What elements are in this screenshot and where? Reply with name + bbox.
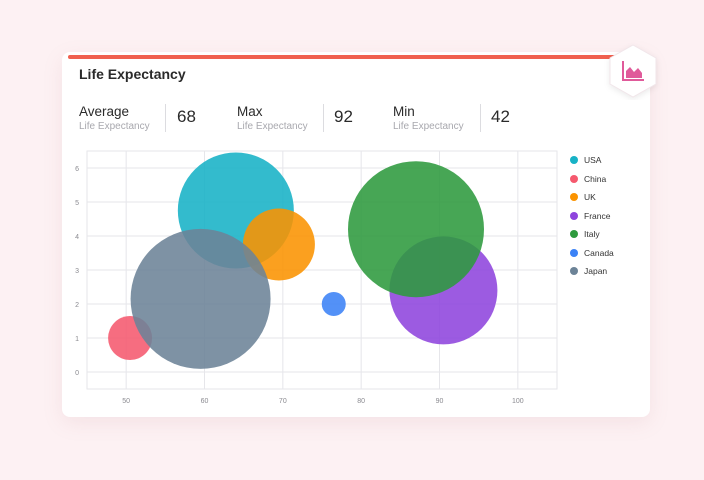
card-title: Life Expectancy	[79, 66, 186, 82]
y-tick-label: 0	[75, 370, 79, 377]
legend-item-italy[interactable]: Italy	[570, 225, 614, 244]
legend-label: Canada	[584, 247, 614, 258]
legend-item-france[interactable]: France	[570, 207, 614, 226]
accent-bar	[68, 55, 638, 59]
legend-label: China	[584, 173, 607, 184]
bubble-italy	[348, 161, 484, 298]
stat-value: 92	[334, 107, 353, 126]
legend-label: UK	[584, 192, 596, 203]
legend-item-canada[interactable]: Canada	[570, 244, 614, 263]
x-tick-label: 80	[357, 398, 365, 405]
stat-sublabel: Life Expectancy	[393, 121, 464, 132]
stat-label: Max	[237, 104, 263, 119]
area-chart-icon	[622, 61, 644, 81]
stat-label: Average	[79, 104, 130, 119]
x-axis-ticks: 50 60 70 80 90 100	[122, 398, 524, 405]
stat-min: Min Life Expectancy 42	[393, 104, 510, 134]
legend-label: USA	[584, 155, 602, 166]
y-tick-label: 4	[75, 234, 79, 241]
legend-swatch	[570, 211, 578, 220]
stat-sublabel: Life Expectancy	[79, 121, 150, 132]
legend-swatch	[570, 156, 578, 165]
chart-legend: USA China UK France Italy Canada Japan	[570, 151, 614, 281]
legend-item-uk[interactable]: UK	[570, 188, 614, 207]
bubble-japan	[130, 228, 271, 369]
bubble-chart: 50 60 70 80 90 100 0 1 2 3 4 5 6	[75, 150, 558, 405]
y-tick-label: 1	[75, 336, 79, 343]
legend-swatch	[570, 193, 578, 202]
stat-divider	[165, 104, 166, 132]
stat-divider	[323, 104, 324, 132]
legend-label: Japan	[584, 266, 608, 277]
stat-max: Max Life Expectancy 92	[237, 104, 353, 134]
x-tick-label: 100	[512, 398, 524, 405]
stat-value: 42	[491, 107, 510, 126]
stat-average: Average Life Expectancy 68	[79, 104, 196, 134]
stat-label: Min	[393, 104, 415, 119]
x-tick-label: 90	[436, 398, 444, 405]
legend-swatch	[570, 267, 578, 276]
chart-badge	[609, 44, 657, 98]
legend-swatch	[570, 230, 578, 239]
x-tick-label: 50	[122, 398, 130, 405]
y-tick-label: 5	[75, 200, 79, 207]
y-axis-ticks: 0 1 2 3 4 5 6	[75, 166, 79, 377]
legend-item-japan[interactable]: Japan	[570, 262, 614, 281]
stat-divider	[480, 104, 481, 132]
x-tick-label: 60	[201, 398, 209, 405]
legend-swatch	[570, 248, 578, 257]
legend-item-usa[interactable]: USA	[570, 151, 614, 170]
stat-value: 68	[177, 107, 196, 126]
stat-sublabel: Life Expectancy	[237, 121, 308, 132]
legend-swatch	[570, 174, 578, 183]
bubble-uk	[242, 208, 315, 281]
legend-label: Italy	[584, 229, 600, 240]
legend-item-china[interactable]: China	[570, 170, 614, 189]
bubble-canada	[321, 292, 346, 316]
y-tick-label: 3	[75, 268, 79, 275]
x-tick-label: 70	[279, 398, 287, 405]
y-tick-label: 6	[75, 166, 79, 173]
y-tick-label: 2	[75, 302, 79, 309]
legend-label: France	[584, 210, 611, 221]
bubble-series	[108, 152, 498, 369]
